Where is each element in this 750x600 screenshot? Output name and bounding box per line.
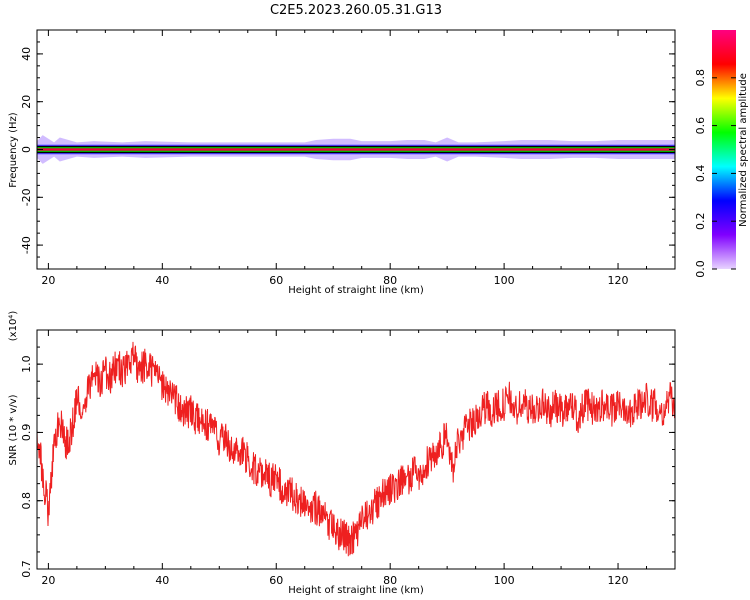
y-tick-label: 40 [20,47,33,61]
colorbar-tick-label: 0.8 [694,69,707,87]
snr-y-axis-label: SNR (10 * v/v) [8,394,19,465]
x-tick-label: 20 [41,274,55,287]
y-tick-label: 0.7 [20,560,33,578]
x-tick-label: 100 [494,274,515,287]
y-tick-label: 0 [20,146,33,153]
x-tick-label: 40 [155,274,169,287]
spectrogram-panel: 20 40 60 80 100 120 -40 -20 0 20 40 Height of str… [8,29,676,296]
x-tick-label: 80 [383,574,397,587]
colorbar-tick-label: 0.2 [694,212,707,230]
colorbar: 0.0 0.2 0.4 0.6 0.8 Normalized spectral ampl… [694,30,749,278]
y-tick-label: 0.9 [20,424,33,442]
x-tick-label: 60 [269,574,283,587]
snr-x-ticks: 20 40 60 80 100 120 [41,330,676,587]
x-tick-label: 80 [383,274,397,287]
spectrogram-x-ticks: 20 40 60 80 100 120 [41,30,676,287]
snr-y-ticks: 0.7 0.8 0.9 1.0 [20,329,675,578]
y-tick-label: 0.8 [20,492,33,510]
snr-plot-area [37,341,675,557]
colorbar-tick-label: 0.0 [694,260,707,278]
colorbar-ticks: 0.0 0.2 0.4 0.6 0.8 [694,69,736,278]
y-tick-label: -20 [20,188,33,206]
snr-panel: 20 40 60 80 100 120 0.7 0.8 0.9 1.0 Height of st… [8,311,676,596]
y-tick-label: 1.0 [20,355,33,373]
spectrogram-x-axis-label: Height of straight line (km) [288,285,424,296]
snr-x-axis-label: Height of straight line (km) [288,585,424,596]
x-tick-label: 60 [269,274,283,287]
x-tick-label: 40 [155,574,169,587]
y-tick-label: 20 [20,95,33,109]
ridge-band-core [37,148,675,151]
colorbar-label: Normalized spectral amplitude [738,73,749,227]
snr-series-line [37,341,675,557]
x-tick-label: 120 [608,274,629,287]
colorbar-tick-label: 0.6 [694,117,707,135]
y-tick-label: -40 [20,236,33,254]
colorbar-gradient [712,30,736,269]
spectrogram-y-ticks: -40 -20 0 20 40 [20,29,675,270]
spectrogram-y-axis-label: Frequency (Hz) [8,112,19,188]
figure-title: C2E5.2023.260.05.31.G13 [270,3,442,18]
spectrogram-plot-area [37,135,675,164]
spectral-ridge [37,135,675,164]
x-tick-label: 100 [494,574,515,587]
colorbar-tick-label: 0.4 [694,165,707,183]
x-tick-label: 20 [41,574,55,587]
x-tick-label: 120 [608,574,629,587]
snr-y-scale-label: (x10⁴) [8,311,19,342]
